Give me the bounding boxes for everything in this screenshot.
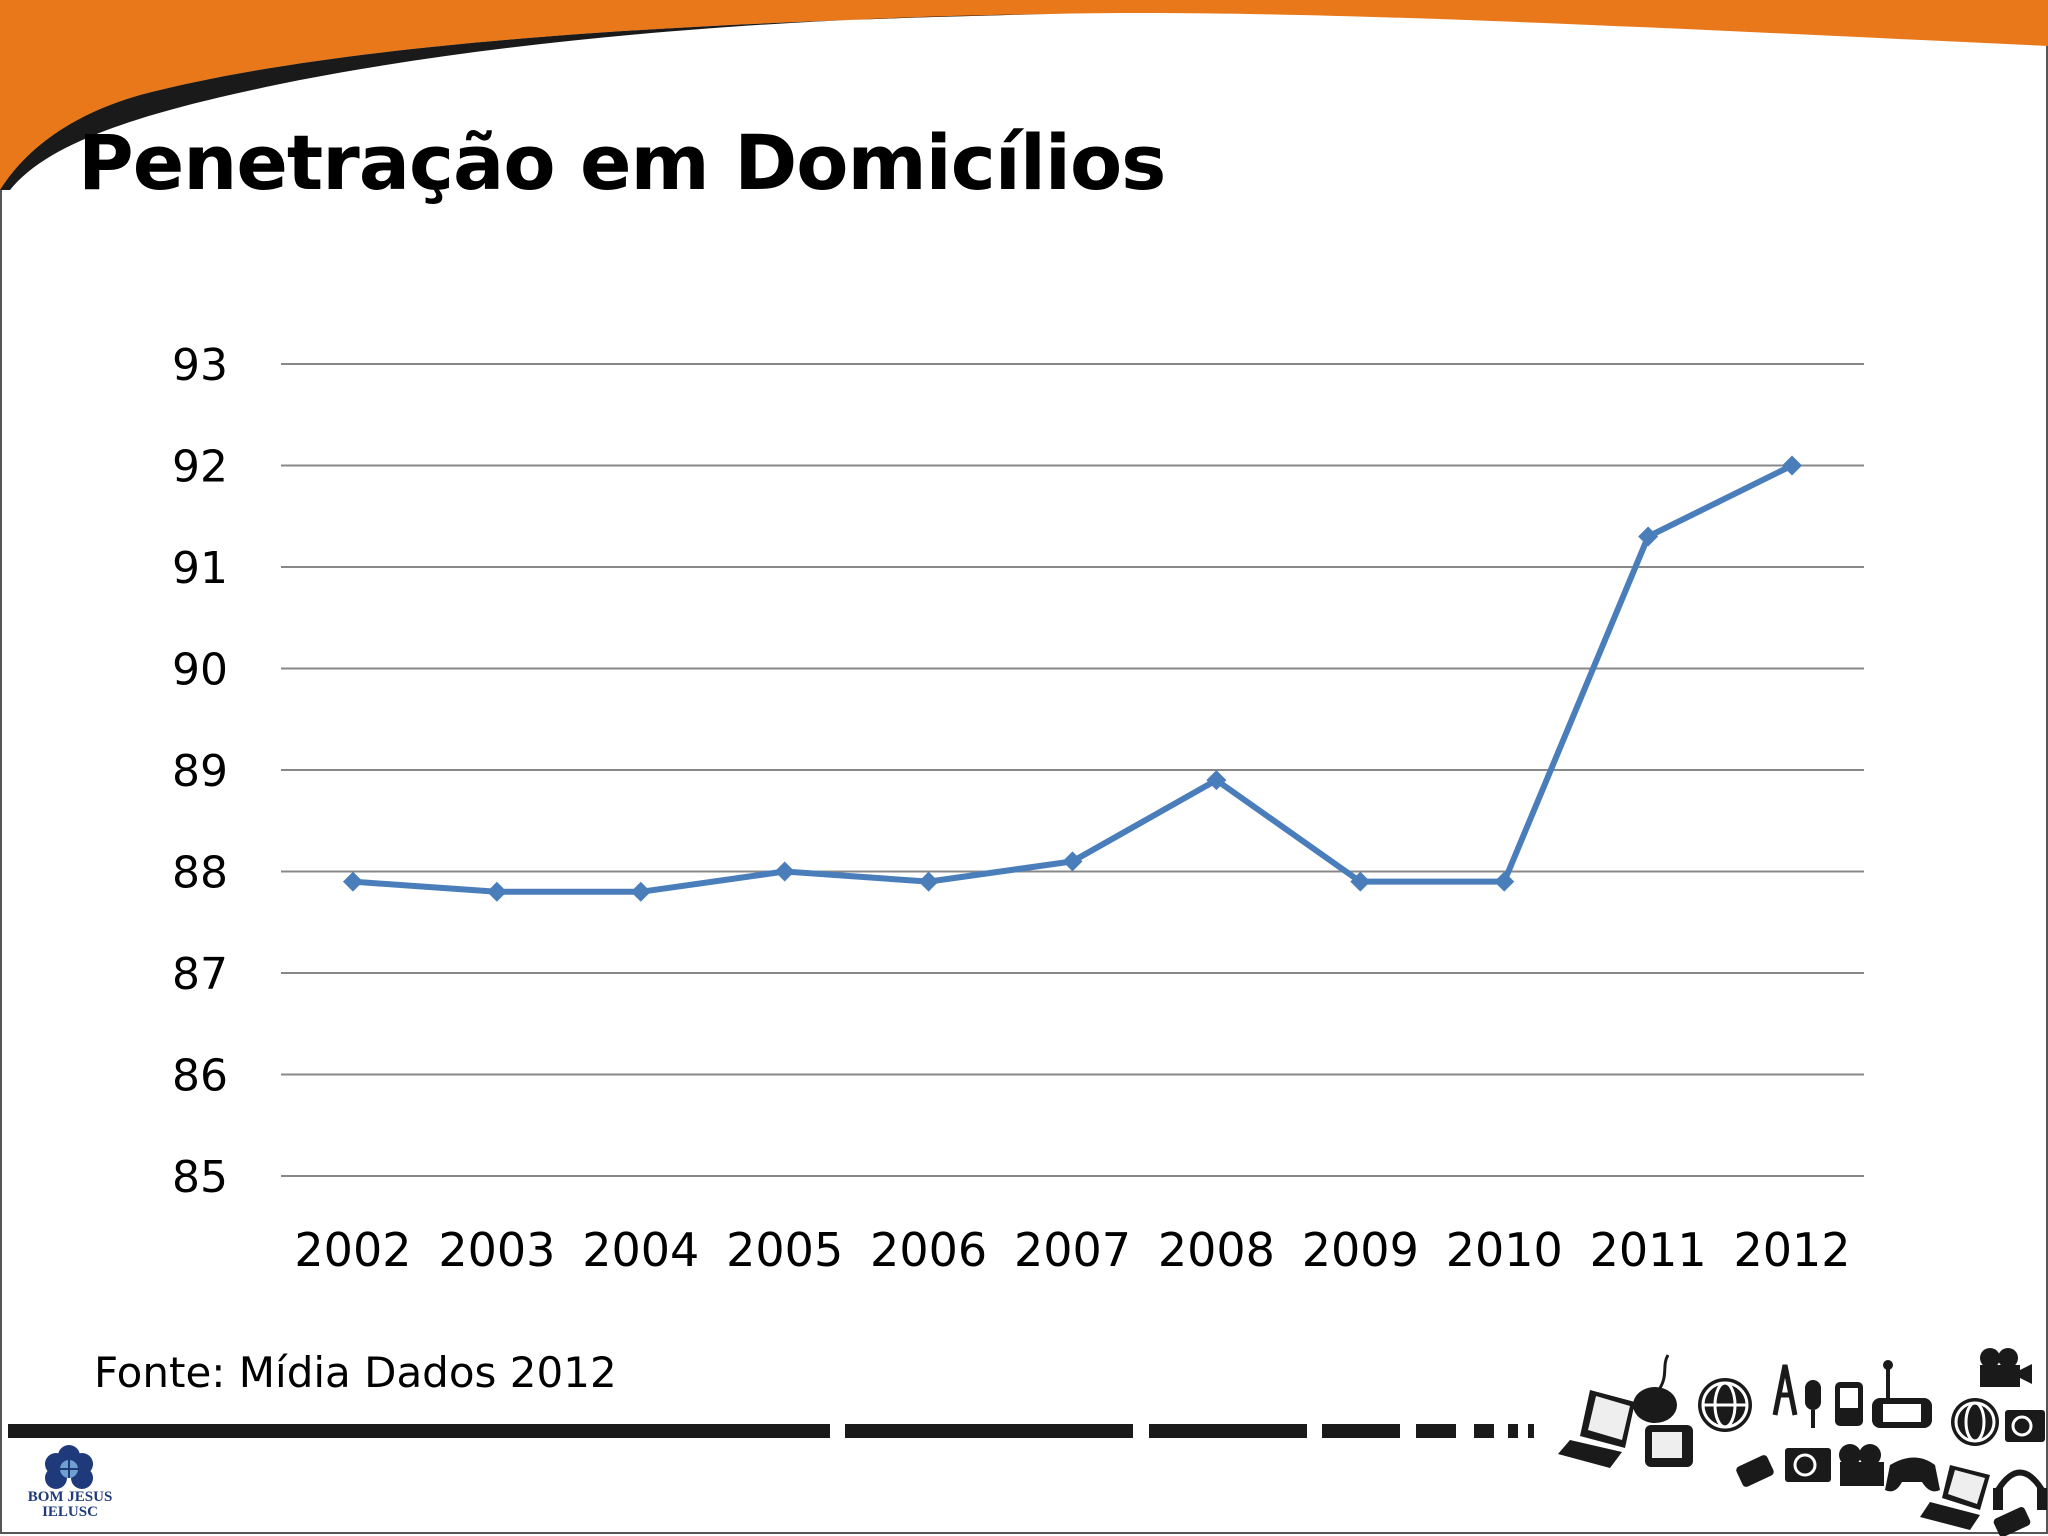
logo-line-2: IELUSC [42, 1504, 98, 1520]
x-tick-label: 2011 [1590, 1223, 1707, 1277]
diamond-marker [342, 871, 363, 892]
y-axis-labels: 85 86 87 88 89 90 91 92 93 [172, 340, 228, 1203]
footer-bar-segment [1149, 1424, 1307, 1438]
diamond-marker [1494, 871, 1515, 892]
x-tick-label: 2009 [1302, 1223, 1419, 1277]
x-tick-label: 2004 [582, 1223, 699, 1277]
mobile-phone-icon [1835, 1382, 1863, 1426]
tv-icon [1645, 1425, 1693, 1467]
radio-tower-icon [1772, 1364, 1798, 1416]
diamond-marker [1350, 871, 1371, 892]
series-line [352, 462, 1794, 895]
diamond-marker [1782, 455, 1803, 476]
flip-phone-icon [1736, 1455, 1774, 1487]
series-markers [342, 455, 1803, 902]
y-tick-label: 89 [172, 746, 228, 797]
y-tick-label: 86 [172, 1051, 228, 1102]
movie-camera-icon [1980, 1348, 2032, 1387]
diamond-marker [1062, 851, 1083, 872]
footer-bar-segment [1528, 1424, 1534, 1438]
chart-gridlines [281, 363, 1864, 1177]
y-tick-label: 92 [172, 442, 228, 493]
footer-bar-segment [1322, 1424, 1400, 1438]
logo-text: BOM JESUS IELUSC [20, 1490, 120, 1520]
header-swoosh-decoration [0, 0, 2048, 190]
footer-bar-segment [1508, 1424, 1518, 1438]
globe-icon [1951, 1398, 1999, 1446]
source-caption: Fonte: Mídia Dados 2012 [94, 1348, 617, 1397]
diamond-marker [918, 871, 939, 892]
flip-phone-icon [1993, 1507, 2031, 1536]
x-axis-labels: 2002 2003 2004 2005 2006 2007 2008 2009 2010 2011… [294, 1223, 1850, 1277]
y-tick-label: 90 [172, 645, 228, 696]
footer-bar-segment [1474, 1424, 1494, 1438]
movie-camera-icon [1839, 1444, 1884, 1486]
laptop-icon [1920, 1465, 1990, 1530]
footer-bar-segment [845, 1424, 1133, 1438]
x-tick-label: 2003 [438, 1223, 555, 1277]
y-tick-label: 87 [172, 949, 228, 1000]
logo-line-1: BOM JESUS [27, 1489, 113, 1505]
media-devices-icon-cluster [1558, 1348, 2047, 1536]
diamond-marker [486, 881, 507, 902]
footer-bar-segment [1416, 1424, 1456, 1438]
footer-bar-segment [8, 1424, 830, 1438]
game-controller-icon [1885, 1457, 1940, 1492]
y-tick-label: 85 [172, 1152, 228, 1203]
headphones-icon [1993, 1469, 2047, 1510]
x-tick-label: 2012 [1734, 1223, 1851, 1277]
diamond-marker [630, 881, 651, 902]
mouse-icon [1633, 1354, 1677, 1423]
y-tick-label: 93 [172, 340, 228, 391]
microphone-icon [1805, 1380, 1821, 1428]
slide-title: Penetração em Domicílios [78, 118, 1166, 207]
laptop-icon [1558, 1390, 1635, 1468]
globe-icon [1698, 1378, 1752, 1432]
bom-jesus-logo-icon [45, 1445, 93, 1489]
x-tick-label: 2005 [726, 1223, 843, 1277]
x-tick-label: 2008 [1158, 1223, 1275, 1277]
x-tick-label: 2007 [1014, 1223, 1131, 1277]
diamond-marker [774, 861, 795, 882]
x-tick-label: 2006 [870, 1223, 987, 1277]
handheld-console-icon [1872, 1360, 1932, 1428]
diamond-marker [1206, 770, 1227, 791]
camera-icon [1785, 1448, 1831, 1482]
camera-icon [2005, 1410, 2045, 1442]
x-tick-label: 2002 [294, 1223, 411, 1277]
x-tick-label: 2010 [1446, 1223, 1563, 1277]
diamond-marker [1638, 526, 1659, 547]
y-tick-label: 91 [172, 543, 228, 594]
y-tick-label: 88 [172, 848, 228, 899]
